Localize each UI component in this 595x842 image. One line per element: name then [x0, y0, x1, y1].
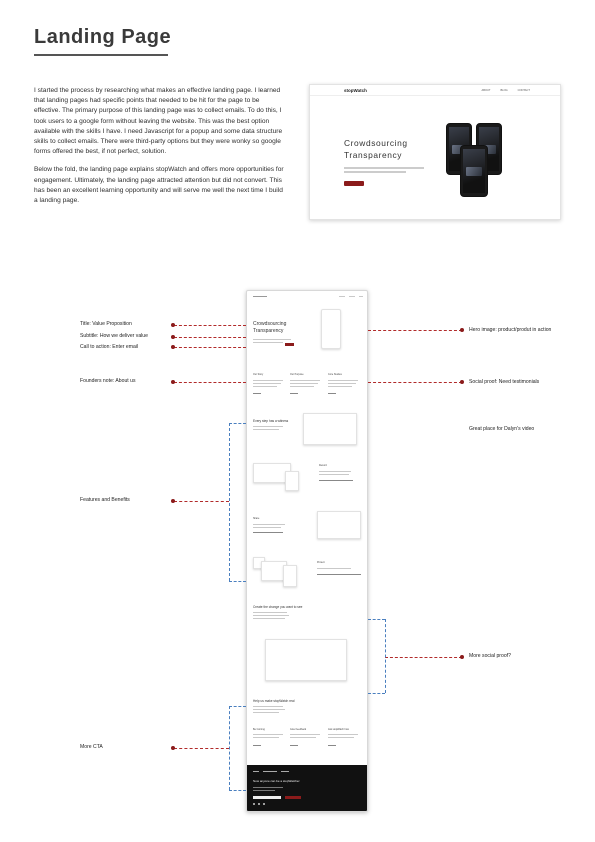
annotation-cta: Call to action: Enter email: [80, 344, 139, 350]
mock-hero-cta[interactable]: [285, 343, 294, 346]
mock-hero-sub: [253, 339, 291, 340]
social-icon[interactable]: [253, 803, 255, 805]
mock-footer-title: Now anyone can be a stopWatcher: [253, 779, 300, 783]
mock-testimonial-placeholder: [265, 639, 347, 681]
mock-logo: [253, 296, 267, 297]
annotation-more-cta: More CTA: [80, 744, 103, 750]
intro-paragraph: I started the process by researching wha…: [34, 87, 283, 156]
mock-hero-title: Crowdsourcing Transparency: [253, 321, 287, 334]
mock-hero-sub: [253, 342, 283, 343]
phone-image: [460, 145, 488, 197]
mock-nav-item: [339, 296, 345, 297]
hero-nav-items: ABOUT BLOG CONTACT: [482, 89, 531, 92]
nav-item-blog[interactable]: BLOG: [500, 89, 508, 92]
landing-page-mockup: Crowdsourcing Transparency Our Story Our…: [246, 290, 368, 812]
mock-col-title: Our Purpose: [290, 373, 304, 376]
annotation-social-proof: Social proof: Need testimonials: [469, 379, 540, 385]
mock-email-input[interactable]: [253, 796, 281, 799]
hero-screenshot: stopWatch ABOUT BLOG CONTACT Crowdsourci…: [309, 84, 561, 220]
annotation-title: Title: Value Proposition: [80, 321, 132, 327]
mock-col-title: Core Studies: [328, 373, 342, 376]
annotation-more-social-proof: More social proof?: [469, 653, 511, 659]
mock-feature-label: Protect: [317, 561, 325, 564]
hero-cta-button[interactable]: [344, 181, 364, 186]
intro-paragraph: Below the fold, the landing page explain…: [34, 166, 284, 205]
hero-subtitle-line: [344, 171, 406, 173]
annotation-founders: Founders note: About us: [80, 378, 136, 384]
nav-item-about[interactable]: ABOUT: [481, 89, 491, 92]
mock-col-title: Our Story: [253, 373, 264, 376]
mock-submit-button[interactable]: [285, 796, 301, 799]
mock-col-title: Ask stopWatch how: [328, 728, 349, 731]
hero-subtitle-line: [344, 167, 424, 169]
mock-feature-image: [283, 565, 297, 587]
mock-phone-image: [321, 309, 341, 349]
intro-text: I started the process by researching wha…: [34, 86, 286, 214]
annotation-video: Great place for Dalyn's video: [469, 426, 535, 432]
title-underline: [34, 54, 168, 56]
annotation-subtitle: Subtitle: How we deliver value: [80, 333, 148, 339]
mock-feature-label: Share: [253, 517, 260, 520]
mock-feature-image: [285, 471, 299, 491]
annotation-hero-image: Hero image: product/produt in action: [469, 327, 552, 333]
annotation-features: Features and Benefits: [80, 497, 130, 503]
mock-nav-item: [349, 296, 355, 297]
social-icon[interactable]: [263, 803, 265, 805]
social-icon[interactable]: [258, 803, 260, 805]
hero-headline: Crowdsourcing Transparency: [344, 138, 408, 160]
page-title: Landing Page: [34, 26, 172, 48]
mock-feature-image: [317, 511, 361, 539]
mock-nav-item: [359, 296, 363, 297]
hero-nav-bar: stopWatch ABOUT BLOG CONTACT: [310, 85, 560, 96]
mock-col-title: Give Feedback: [290, 728, 307, 731]
mock-feature-label: Record: [319, 464, 327, 467]
mock-section-title: Help us make stopWatch real: [253, 699, 295, 703]
nav-item-contact[interactable]: CONTACT: [517, 89, 530, 92]
mock-footer: Now anyone can be a stopWatcher: [247, 765, 367, 811]
hero-logo: stopWatch: [344, 88, 367, 93]
mock-video-placeholder: [303, 413, 357, 445]
mock-section-title: Every step has a witness: [253, 419, 289, 423]
mock-col-title: Be Coming: [253, 728, 265, 731]
mock-section-title: Create the change you want to see: [253, 605, 303, 609]
